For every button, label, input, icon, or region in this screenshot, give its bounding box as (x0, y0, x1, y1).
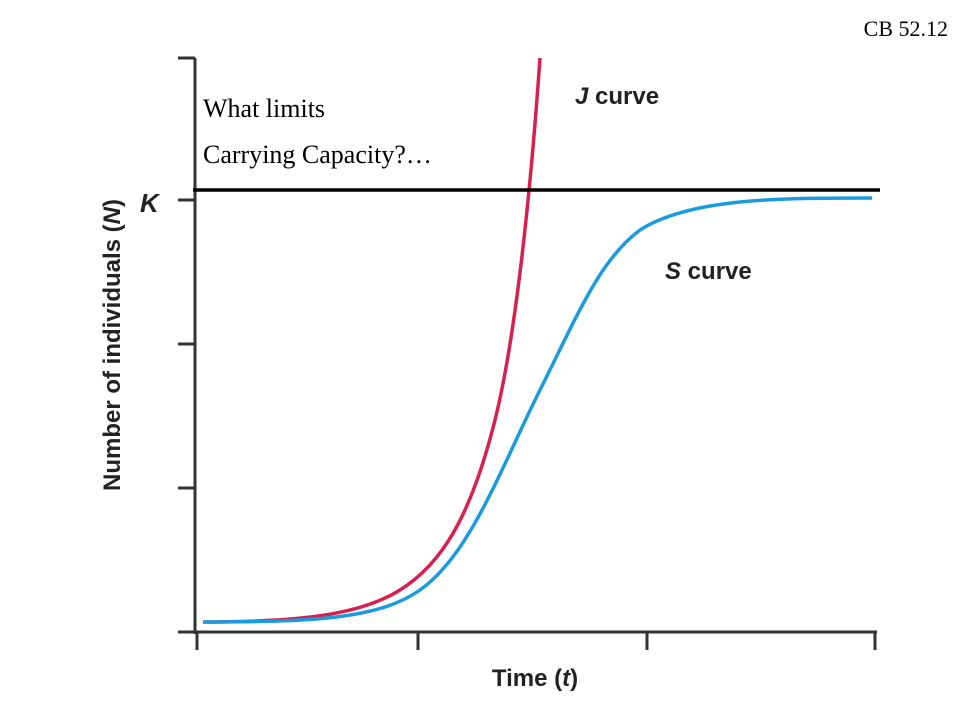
label-part: curve (588, 83, 659, 110)
label-part: S (665, 258, 681, 285)
s-curve-label: S curve (665, 258, 752, 285)
x-axis-label: Time (t) (492, 665, 578, 692)
label-part: ) (99, 199, 126, 207)
k-label: K (140, 188, 161, 218)
s-curve (202, 196, 873, 624)
slide-ref: CB 52.12 (864, 16, 948, 41)
question-line: What limits (203, 94, 325, 123)
y-axis-label: Number of individuals (N) (99, 199, 126, 491)
axes (178, 56, 877, 650)
label-part: curve (681, 258, 752, 285)
label-part: J (575, 83, 589, 110)
question-line: Carrying Capacity?… (203, 140, 432, 169)
label-part: t (562, 665, 571, 692)
label-part: ) (570, 665, 578, 692)
j-curve (202, 57, 542, 624)
j-curve-label: J curve (575, 83, 659, 110)
label-part: Number of individuals ( (99, 224, 126, 491)
label-part: N (99, 206, 126, 224)
label-part: Time ( (492, 665, 562, 692)
